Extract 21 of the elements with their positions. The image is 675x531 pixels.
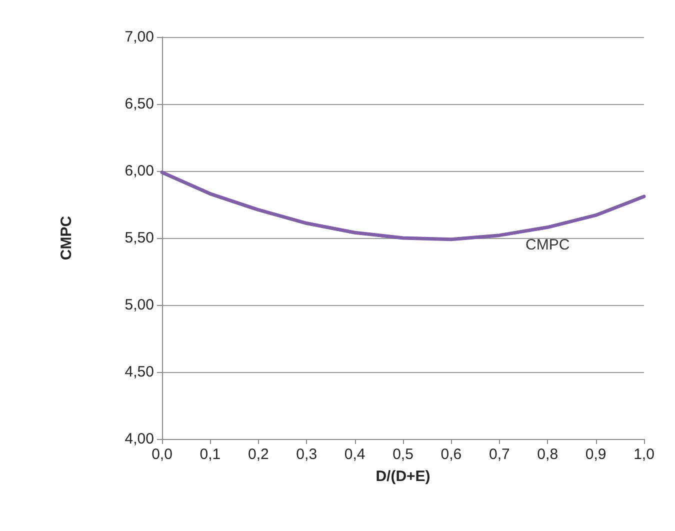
y-axis-title: CMPC xyxy=(58,216,75,260)
y-tick-label: 5,50 xyxy=(124,230,154,246)
x-tick-label: 1,0 xyxy=(634,446,654,463)
x-tick-label: 0,6 xyxy=(440,446,462,463)
x-tick-label: 0,5 xyxy=(392,446,414,463)
x-tick-label: 0,3 xyxy=(296,446,318,463)
x-tick-label: 0,1 xyxy=(200,446,221,463)
x-tick-label: 0,4 xyxy=(344,446,366,463)
x-tick-label: 0,8 xyxy=(537,446,558,463)
x-tick-label: 0,0 xyxy=(152,446,172,463)
y-tick-label: 7,00 xyxy=(124,28,154,46)
y-tick-label: 4,50 xyxy=(124,364,154,380)
x-tick-label: 0,7 xyxy=(488,446,510,463)
x-tick-label: 0,9 xyxy=(585,446,606,463)
y-tick-label: 6,50 xyxy=(124,96,154,112)
y-tick-label: 6,00 xyxy=(124,162,154,180)
series-label: CMPC xyxy=(526,236,570,254)
y-tick-label: 5,00 xyxy=(124,296,154,314)
y-tick-label: 4,00 xyxy=(124,430,154,448)
x-axis-title: D/(D+E) xyxy=(376,468,430,485)
x-tick-label: 0,2 xyxy=(248,446,269,463)
